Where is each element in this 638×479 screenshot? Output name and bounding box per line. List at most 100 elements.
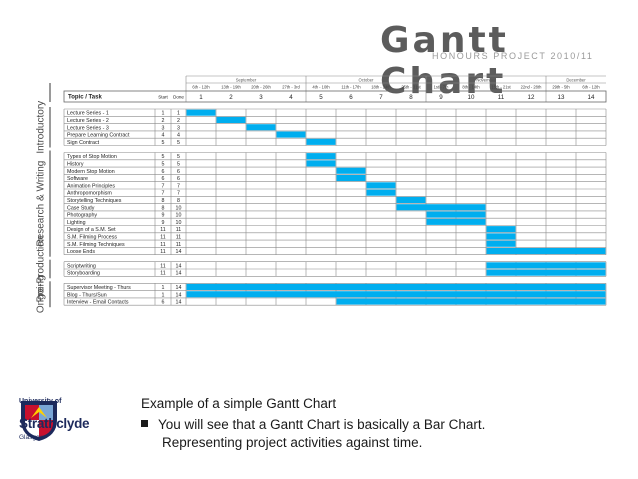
task-start: 6 — [162, 169, 165, 175]
week-range-label: 22nd - 28th — [521, 85, 542, 90]
gantt-bar — [216, 116, 246, 123]
month-label: September — [236, 78, 257, 83]
chart-title: Gantt Chart — [380, 20, 509, 102]
week-range-label: 20th - 26th — [251, 85, 271, 90]
week-range-label: 11th - 17th — [341, 85, 361, 90]
week-number: 3 — [259, 94, 263, 101]
section-label: Research & Writing — [36, 161, 47, 247]
task-label: Storyboarding — [67, 271, 100, 277]
gantt-chart: September October November December 6th - 12… — [36, 75, 607, 313]
task-start: 8 — [162, 198, 165, 204]
task-label: Photography — [67, 213, 97, 219]
task-done: 11 — [176, 227, 182, 233]
week-number: 7 — [379, 94, 383, 101]
task-start: 6 — [162, 176, 165, 182]
task-start: 11 — [160, 271, 166, 277]
gantt-bar — [426, 211, 486, 218]
gantt-bar — [486, 240, 516, 247]
week-number: 13 — [558, 94, 565, 101]
task-start: 9 — [162, 220, 165, 226]
gantt-bar — [366, 182, 396, 189]
task-label: Animation Principles — [67, 183, 115, 189]
task-start: 2 — [162, 118, 165, 124]
gantt-bar — [306, 138, 336, 145]
task-start: 11 — [160, 227, 166, 233]
task-done: 3 — [177, 125, 180, 131]
task-label: Anthropomorphism — [67, 191, 112, 197]
section-label: Introductory — [36, 101, 47, 154]
week-number: 2 — [229, 94, 233, 101]
task-label: Interview - Email Contacts — [67, 300, 129, 306]
task-start: 1 — [162, 285, 165, 291]
week-range-label: 6th - 12th — [192, 85, 210, 90]
task-done: 6 — [177, 169, 180, 175]
caption-heading: Example of a simple Gantt Chart — [141, 396, 337, 411]
chart-subtitle: HONOURS PROJECT 2010/11 — [432, 51, 594, 61]
week-number: 9 — [439, 94, 443, 101]
university-logo: University of Strathclyde Glasgow — [17, 398, 132, 444]
task-start: 11 — [160, 249, 166, 255]
task-done: 5 — [177, 162, 180, 168]
task-done: 14 — [176, 300, 182, 306]
bullet-icon — [141, 419, 148, 427]
task-start: 5 — [162, 140, 165, 146]
gantt-bar — [186, 109, 216, 116]
gantt-bar — [486, 262, 606, 269]
task-done: 1 — [177, 111, 180, 117]
task-done: 7 — [177, 191, 180, 197]
week-range-label: 8th - 14th — [462, 85, 480, 90]
task-start: 9 — [162, 213, 165, 219]
task-start: 8 — [162, 205, 165, 211]
task-done: 10 — [176, 205, 182, 211]
week-number: 14 — [588, 94, 595, 101]
gantt-bar — [276, 131, 306, 138]
task-start: 11 — [160, 242, 166, 248]
section-label: Ongoing — [36, 275, 47, 313]
week-range-label: 18th - 24th — [371, 85, 391, 90]
task-label: History — [67, 162, 84, 168]
week-range-label: 13th - 19th — [221, 85, 241, 90]
task-start: 11 — [160, 263, 166, 269]
task-start: 11 — [160, 235, 166, 241]
week-number: 10 — [468, 94, 475, 101]
task-done: 11 — [176, 242, 182, 248]
task-label: Scriptwriting — [67, 263, 96, 269]
week-number: 1 — [199, 94, 203, 101]
week-range-label: 4th - 10th — [312, 85, 330, 90]
column-header-task: Topic / Task — [68, 95, 102, 101]
week-number: 11 — [498, 94, 505, 101]
task-done: 7 — [177, 183, 180, 189]
task-label: S.M. Filming Process — [67, 235, 117, 241]
caption-continuation: Representing project activities against … — [162, 435, 423, 450]
task-done: 10 — [176, 220, 182, 226]
task-label: Blog - Thurs/Sun — [67, 292, 107, 298]
header-row — [63, 90, 607, 103]
month-label: December — [566, 78, 586, 83]
task-label: Modern Stop Motion — [67, 169, 115, 175]
task-done: 14 — [176, 263, 182, 269]
task-label: Lecture Series - 3 — [67, 125, 109, 131]
task-done: 2 — [177, 118, 180, 124]
crest-icon — [21, 401, 57, 441]
gantt-bar — [336, 167, 366, 174]
task-label: Case Study — [67, 205, 95, 211]
task-done: 11 — [176, 235, 182, 241]
task-done: 14 — [176, 292, 182, 298]
gantt-bar — [336, 298, 606, 305]
gantt-bar — [486, 233, 516, 240]
week-range-label: 27th - 3rd — [282, 85, 300, 90]
task-done: 4 — [177, 133, 180, 139]
gantt-bar — [426, 218, 486, 225]
logo-glasgow: Glasgow — [19, 434, 45, 441]
week-number: 4 — [289, 94, 293, 101]
task-label: Software — [67, 176, 88, 182]
task-label: Loose Ends — [67, 249, 95, 255]
month-label: October — [359, 78, 375, 83]
gantt-bar — [186, 291, 606, 298]
task-label: Lighting — [67, 220, 86, 226]
week-number: 6 — [349, 94, 353, 101]
logo-strathclyde: Strathclyde — [19, 416, 90, 431]
gantt-bar — [306, 153, 336, 160]
section-label: Pre-Production — [36, 236, 47, 303]
week-range-label: 25th - 31st — [401, 85, 421, 90]
